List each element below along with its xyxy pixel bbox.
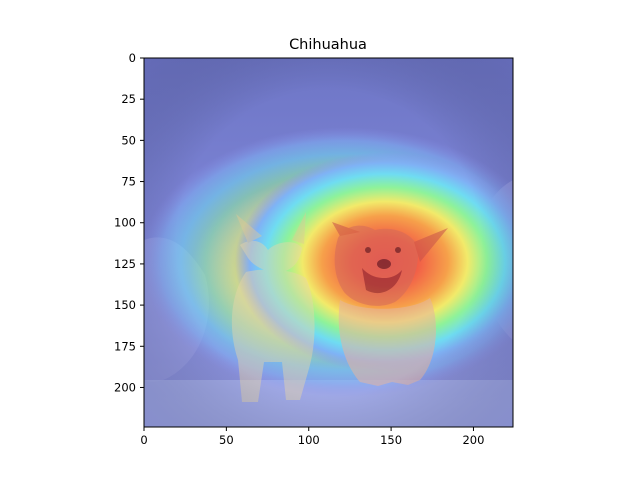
y-tick-label: 150 xyxy=(114,298,136,312)
y-axis: 0 25 50 75 100 125 150 175 200 xyxy=(114,51,144,394)
y-tick-label: 25 xyxy=(121,92,136,106)
y-tick-label: 175 xyxy=(114,339,136,353)
x-axis: 0 50 100 150 200 xyxy=(140,427,484,447)
y-tick-label: 75 xyxy=(121,175,136,189)
plot-frame xyxy=(143,57,514,428)
x-tick-label: 200 xyxy=(462,433,484,447)
x-tick-label: 50 xyxy=(219,433,234,447)
chart-title: Chihuahua xyxy=(289,37,367,53)
y-tick-label: 100 xyxy=(114,216,136,230)
y-tick-label: 200 xyxy=(114,380,136,394)
x-tick-label: 0 xyxy=(140,433,147,447)
y-tick-label: 0 xyxy=(129,51,136,65)
x-tick-label: 100 xyxy=(298,433,320,447)
y-tick-label: 125 xyxy=(114,257,136,271)
heatmap-image xyxy=(144,58,513,427)
y-tick-label: 50 xyxy=(121,133,136,147)
x-tick-label: 150 xyxy=(380,433,402,447)
photo-vignette xyxy=(144,58,513,427)
